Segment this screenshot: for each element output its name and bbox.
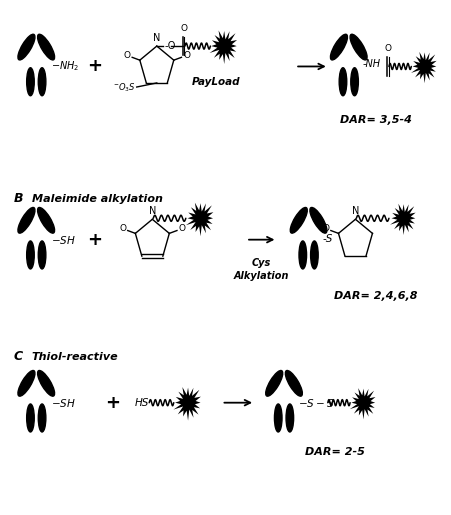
Ellipse shape [265,370,282,396]
Polygon shape [410,52,436,83]
Ellipse shape [309,208,326,233]
Ellipse shape [290,208,307,233]
Text: DAR= 2,4,6,8: DAR= 2,4,6,8 [333,290,416,301]
Text: $-SH$: $-SH$ [51,397,75,409]
Text: $-S-S$: $-S-S$ [298,397,334,409]
Ellipse shape [298,241,306,269]
Text: O: O [119,224,126,233]
Ellipse shape [18,34,35,60]
Ellipse shape [285,370,302,396]
Text: N: N [351,206,359,216]
Text: Cys
Alkylation: Cys Alkylation [234,258,289,281]
Ellipse shape [37,34,55,60]
Text: C: C [14,350,23,364]
Ellipse shape [27,241,34,269]
Ellipse shape [330,34,347,60]
Ellipse shape [350,68,358,96]
Text: +: + [87,231,101,249]
Polygon shape [209,30,236,64]
Text: $^{-}O_3S$: $^{-}O_3S$ [112,82,135,94]
Text: O: O [178,224,185,233]
Text: O: O [183,51,189,60]
Text: -O: -O [164,41,175,51]
Text: O: O [179,24,187,33]
Text: O: O [322,224,328,233]
Ellipse shape [285,404,293,432]
Polygon shape [185,202,213,236]
Text: $-SH$: $-SH$ [51,234,75,246]
Text: Thiol-reactive: Thiol-reactive [32,352,118,362]
Text: $-NH_2$: $-NH_2$ [51,60,79,73]
Ellipse shape [37,208,55,233]
Text: Maleimide alkylation: Maleimide alkylation [32,194,162,204]
Ellipse shape [18,370,35,396]
Text: +: + [87,58,101,76]
Text: N: N [153,33,160,43]
Ellipse shape [310,241,318,269]
Ellipse shape [38,404,46,432]
Ellipse shape [37,370,55,396]
Ellipse shape [27,404,34,432]
Text: O: O [383,44,390,53]
Text: B: B [14,193,23,205]
Ellipse shape [18,208,35,233]
Text: -NH: -NH [362,59,380,69]
Text: -S: -S [322,234,332,244]
Ellipse shape [27,68,34,96]
Ellipse shape [338,68,346,96]
Polygon shape [173,387,200,421]
Text: O: O [123,51,130,60]
Ellipse shape [38,68,46,96]
Text: HS: HS [134,398,148,408]
Polygon shape [349,388,375,419]
Text: +: + [105,393,120,411]
Ellipse shape [38,241,46,269]
Ellipse shape [350,34,366,60]
Ellipse shape [274,404,281,432]
Text: N: N [148,206,156,216]
Polygon shape [389,204,415,235]
Text: DAR= 2-5: DAR= 2-5 [305,447,364,457]
Text: DAR= 3,5-4: DAR= 3,5-4 [339,115,410,125]
Text: PayLoad: PayLoad [192,77,240,87]
